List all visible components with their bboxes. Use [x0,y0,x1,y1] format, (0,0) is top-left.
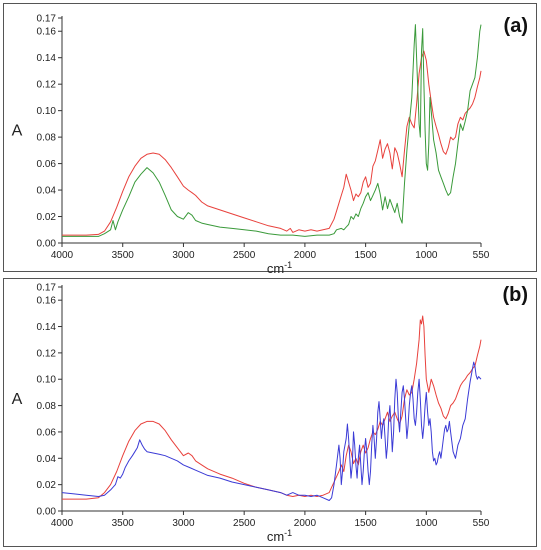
panel-label: (b) [502,284,528,306]
x-axis-unit: cm [267,261,284,276]
y-tick-label: 0.08 [37,401,57,412]
chart-panel-2: 0.00 0.02 0.04 0.06 0.08 0.10 0.12 0.14 0.16 0.17… [3,278,537,547]
y-tick-label: 0.12 [37,348,57,359]
x-axis-label: cm-1 [267,528,292,544]
x-axis-unit-exponent: -1 [284,528,292,538]
series-line-2 [62,24,482,237]
x-tick-label: 1000 [415,518,438,529]
y-tick-label: 0.10 [37,375,57,386]
y-tick-label: 0.04 [37,186,57,197]
y-tick-label: 0.10 [37,106,57,117]
x-axis-unit: cm [267,529,284,544]
x-tick-label: 3500 [112,250,135,261]
y-tick-label: 0.04 [37,454,57,465]
x-tick-label: 2000 [294,518,317,529]
x-tick-label: 4000 [51,518,74,529]
y-tick-label: 0.06 [37,159,57,170]
y-tick-label: 0.17 [37,283,57,294]
y-tick-label: 0.16 [37,296,57,307]
x-axis-label: cm-1 [267,260,292,276]
series-line-2 [61,361,482,501]
x-tick-label: 3500 [112,518,135,529]
y-tick-label: 0.00 [37,239,57,250]
y-tick-label: 0.14 [37,322,57,333]
series-line-1 [62,315,482,500]
x-tick-label: 3000 [172,250,195,261]
x-tick-label: 2000 [294,250,317,261]
x-tick-label: 3000 [172,518,195,529]
y-tick-label: 0.06 [37,427,57,438]
x-tick-label: 1000 [415,250,438,261]
x-tick-label: 2500 [233,250,256,261]
panel-frame [3,3,537,272]
panel-frame [3,278,537,547]
x-axis-unit-exponent: -1 [284,260,292,270]
y-tick-label: 0.17 [37,14,57,25]
y-tick-label: 0.14 [37,53,57,64]
x-tick-label: 2500 [233,518,256,529]
panel-label: (a) [504,15,528,37]
x-tick-label: 550 [473,518,490,529]
x-tick-label: 4000 [51,250,74,261]
x-tick-label: 1500 [354,518,377,529]
y-tick-label: 0.02 [37,480,57,491]
y-axis-label: A [12,123,23,140]
x-tick-label: 1500 [354,250,377,261]
y-tick-label: 0.12 [37,80,57,91]
x-tick-label: 550 [473,250,490,261]
series-line-1 [62,50,482,236]
y-tick-label: 0.00 [37,507,57,518]
y-tick-label: 0.16 [37,27,57,38]
chart-panel-1: 0.00 0.02 0.04 0.06 0.08 0.10 0.12 0.14 0.16 0.17… [3,3,537,276]
y-axis-label: A [12,391,23,408]
y-tick-label: 0.08 [37,133,57,144]
y-tick-label: 0.02 [37,212,57,223]
